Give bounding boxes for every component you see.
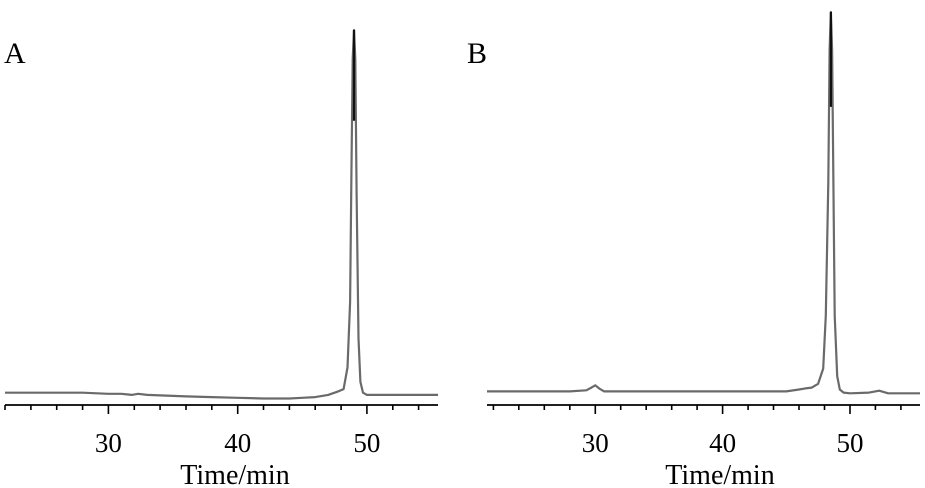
x-axis-title: Time/min	[180, 460, 289, 488]
panel-a: A 30 40 50 Time/min	[4, 28, 438, 488]
panel-label: A	[4, 37, 26, 70]
x-tick-label: 50	[837, 428, 864, 458]
panel-label: B	[467, 37, 487, 70]
x-tick-label: 40	[224, 428, 251, 458]
chromatogram-trace	[487, 10, 920, 395]
x-tick-label: 40	[709, 428, 736, 458]
x-tick-label: 50	[353, 428, 380, 458]
x-tick-label: 30	[95, 428, 122, 458]
x-axis-title: Time/min	[665, 460, 774, 488]
chromatogram-trace	[5, 28, 438, 400]
x-tick-label: 30	[582, 428, 609, 458]
panel-b: B 30 40 50 Time/min	[467, 10, 920, 488]
